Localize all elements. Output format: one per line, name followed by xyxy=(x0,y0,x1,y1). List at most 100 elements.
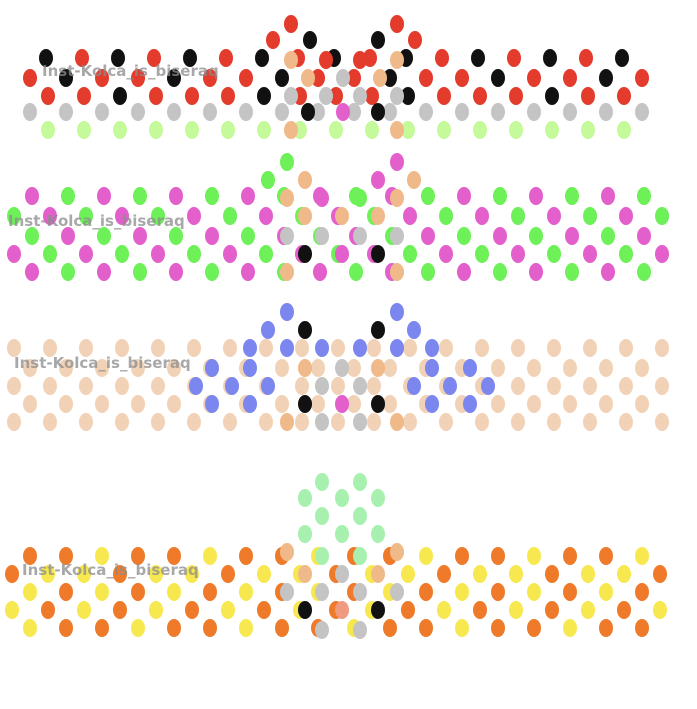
yellow-bead xyxy=(239,583,253,601)
blue-bead xyxy=(280,339,294,357)
blue-bead xyxy=(315,339,329,357)
yellow-bead xyxy=(401,565,415,583)
green-bead xyxy=(655,207,669,225)
yellow-bead xyxy=(527,547,541,565)
skin-bead xyxy=(390,413,404,431)
red-bead xyxy=(390,15,404,33)
skin-bead xyxy=(280,189,294,207)
black-bead xyxy=(298,395,312,413)
grey-bead xyxy=(131,103,145,121)
grey-bead xyxy=(390,227,404,245)
beige-bead xyxy=(583,339,597,357)
green-bead xyxy=(349,263,363,281)
black-bead xyxy=(383,69,397,87)
beige-bead xyxy=(331,377,345,395)
black-bead xyxy=(371,601,385,619)
grey-bead xyxy=(353,87,367,105)
pink-bead xyxy=(511,245,525,263)
green-bead xyxy=(475,245,489,263)
grey-bead xyxy=(419,103,433,121)
mint-bead xyxy=(315,547,329,565)
beige-bead xyxy=(167,395,181,413)
pink-bead xyxy=(315,189,329,207)
beige-bead xyxy=(43,339,57,357)
pink-bead xyxy=(169,263,183,281)
skin-bead xyxy=(373,69,387,87)
black-bead xyxy=(491,69,505,87)
pink-bead xyxy=(187,207,201,225)
beige-bead xyxy=(79,339,93,357)
beige-bead xyxy=(367,413,381,431)
red-bead xyxy=(131,69,145,87)
watermark-4: Inst-Kolca_is_biseraq xyxy=(22,561,199,579)
beige-bead xyxy=(95,359,109,377)
red-bead xyxy=(185,87,199,105)
black-bead xyxy=(371,321,385,339)
orange-bead xyxy=(491,547,505,565)
blue-bead xyxy=(425,395,439,413)
blue-bead xyxy=(189,377,203,395)
green-bead xyxy=(7,207,21,225)
pink-bead xyxy=(25,263,39,281)
beige-bead xyxy=(403,413,417,431)
orange-bead xyxy=(95,619,109,637)
red-bead xyxy=(75,49,89,67)
black-bead xyxy=(111,49,125,67)
orange-bead xyxy=(653,565,667,583)
lightgreen-bead xyxy=(401,121,415,139)
pink-bead xyxy=(457,263,471,281)
black-bead xyxy=(303,31,317,49)
orange-bead xyxy=(185,601,199,619)
pink-bead xyxy=(61,227,75,245)
red-bead xyxy=(579,49,593,67)
yellow-bead xyxy=(149,565,163,583)
red-bead xyxy=(408,31,422,49)
black-bead xyxy=(255,49,269,67)
grey-bead xyxy=(315,377,329,395)
yellow-bead xyxy=(95,547,109,565)
black-bead xyxy=(183,49,197,67)
orange-bead xyxy=(23,547,37,565)
pink-bead xyxy=(25,187,39,205)
orange-bead xyxy=(113,565,127,583)
red-bead xyxy=(617,87,631,105)
yellow-bead xyxy=(617,565,631,583)
grey-bead xyxy=(275,103,289,121)
red-bead xyxy=(266,31,280,49)
beige-bead xyxy=(347,395,361,413)
yellow-bead xyxy=(149,601,163,619)
pink-bead xyxy=(637,227,651,245)
lightgreen-bead xyxy=(257,121,271,139)
beige-bead xyxy=(115,339,129,357)
mint-bead xyxy=(335,489,349,507)
beige-bead xyxy=(547,377,561,395)
grey-bead xyxy=(390,87,404,105)
red-bead xyxy=(437,87,451,105)
skin-bead xyxy=(298,565,312,583)
grey-bead xyxy=(95,103,109,121)
beige-bead xyxy=(563,395,577,413)
pattern-band-beige-blue xyxy=(7,303,669,431)
beige-bead xyxy=(311,395,325,413)
black-bead xyxy=(371,395,385,413)
green-bead xyxy=(493,263,507,281)
pink-bead xyxy=(79,245,93,263)
blue-bead xyxy=(425,359,439,377)
beige-bead xyxy=(331,413,345,431)
blue-bead xyxy=(205,359,219,377)
pink-bead xyxy=(655,245,669,263)
beige-bead xyxy=(79,413,93,431)
grey-bead xyxy=(335,359,349,377)
beige-bead xyxy=(527,359,541,377)
yellow-bead xyxy=(509,565,523,583)
grey-bead xyxy=(491,103,505,121)
mint-bead xyxy=(353,507,367,525)
red-bead xyxy=(419,69,433,87)
red-bead xyxy=(581,87,595,105)
orange-bead xyxy=(275,619,289,637)
skin-bead xyxy=(301,69,315,87)
red-bead xyxy=(219,49,233,67)
pink-bead xyxy=(529,187,543,205)
black-bead xyxy=(257,87,271,105)
black-bead xyxy=(301,103,315,121)
